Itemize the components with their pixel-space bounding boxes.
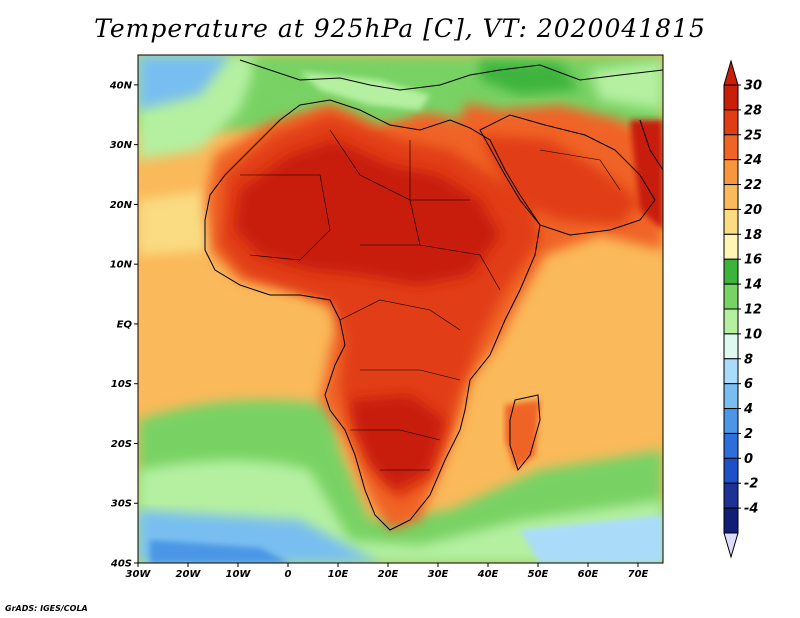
colorbar-label: 4 bbox=[743, 402, 753, 417]
lat-tick-label: 20N bbox=[110, 200, 133, 211]
madagascar-coastline bbox=[509, 394, 541, 472]
colorbar-swatch bbox=[723, 84, 739, 111]
colorbar-swatch bbox=[723, 159, 739, 186]
colorbar-swatch bbox=[723, 408, 739, 434]
country-borders bbox=[240, 129, 621, 471]
field-southeast-cold bbox=[520, 515, 663, 563]
border-congo bbox=[339, 299, 461, 331]
field-madagascar bbox=[505, 400, 540, 470]
colorbar-label: -4 bbox=[744, 502, 758, 517]
colorbar-under-triangle bbox=[723, 532, 739, 559]
colorbar-swatch bbox=[723, 432, 739, 459]
colorbar-label: 28 bbox=[744, 103, 762, 118]
lon-tick-label: 30W bbox=[126, 569, 152, 580]
colorbar-label: 14 bbox=[744, 278, 762, 293]
arabia-coastline bbox=[479, 114, 656, 236]
field-arabia-hot bbox=[480, 135, 640, 225]
colorbar-label: 6 bbox=[744, 377, 753, 392]
lon-tick-label: 40E bbox=[477, 569, 499, 580]
colorbar-swatch bbox=[723, 383, 739, 410]
colorbar-swatch bbox=[723, 482, 739, 509]
colorbar-swatch bbox=[723, 258, 739, 285]
colorbar-swatch bbox=[723, 233, 739, 260]
border-libya-egypt bbox=[409, 140, 470, 201]
field-turkey-cool bbox=[480, 60, 580, 95]
plot-frame bbox=[137, 54, 664, 564]
colorbar-swatch bbox=[723, 109, 739, 136]
field-atlantic-cold bbox=[138, 55, 230, 110]
colorbar-swatch bbox=[723, 208, 739, 235]
lat-tick-label: 30N bbox=[110, 140, 133, 151]
border-sahara bbox=[329, 129, 421, 246]
colorbar-label: 10 bbox=[744, 327, 762, 342]
colorbar-over-triangle bbox=[723, 59, 739, 86]
colorbar-label: 0 bbox=[744, 452, 753, 467]
colorbar-swatch bbox=[723, 333, 739, 360]
colorbar-swatch bbox=[723, 283, 739, 310]
colorbar-label: 30 bbox=[744, 79, 762, 94]
colorbar-swatch bbox=[723, 134, 739, 161]
colorbar-swatch bbox=[723, 184, 739, 210]
border-angola bbox=[360, 369, 461, 381]
lon-tick-label: 70E bbox=[628, 569, 649, 580]
lon-tick-label: 0 bbox=[285, 569, 292, 580]
border-central bbox=[360, 244, 501, 291]
border-arabia bbox=[539, 149, 621, 191]
map-title: Temperature at 925hPa [C], VT: 202004181… bbox=[94, 14, 706, 43]
colorbar-label: 8 bbox=[744, 352, 753, 367]
lon-tick-label: 10W bbox=[226, 569, 252, 580]
grads-credit: GrADS: IGES/COLA bbox=[5, 604, 88, 613]
coastlines bbox=[204, 59, 663, 531]
field-india-hot bbox=[630, 120, 663, 230]
colorbar-label: 22 bbox=[744, 178, 762, 193]
colorbar-label: 20 bbox=[744, 203, 762, 218]
lon-tick-label: 50E bbox=[528, 569, 549, 580]
lat-tick-label: 40S bbox=[110, 559, 132, 570]
field-southwest-coldest bbox=[150, 540, 290, 563]
lon-tick-label: 60E bbox=[578, 569, 599, 580]
field-sahel-hottest bbox=[235, 140, 500, 285]
colorbar-label: 18 bbox=[744, 228, 762, 243]
lat-tick-label: 10S bbox=[111, 379, 132, 390]
colorbar-label: 12 bbox=[744, 303, 762, 318]
lat-tick-label: 20S bbox=[111, 439, 132, 450]
colorbar-label: 24 bbox=[744, 153, 762, 168]
colorbar-swatch bbox=[723, 358, 739, 385]
india-coastline bbox=[639, 119, 663, 171]
latitude-axis: 40N 30N 20N 10N EQ 10S 20S 30S 40S bbox=[109, 80, 138, 570]
colorbar-label: 25 bbox=[744, 128, 762, 143]
lon-tick-label: 30E bbox=[428, 569, 449, 580]
temperature-field bbox=[138, 55, 663, 563]
lat-tick-label: EQ bbox=[117, 319, 133, 330]
field-south-africa-hottest bbox=[350, 395, 445, 490]
colorbar-label: 2 bbox=[744, 427, 753, 442]
lat-tick-label: 10N bbox=[110, 260, 133, 271]
lat-tick-label: 30S bbox=[111, 499, 132, 510]
colorbar-label: 16 bbox=[744, 253, 762, 268]
colorbar-label: -2 bbox=[744, 477, 758, 492]
field-mediterranean-cooler bbox=[300, 72, 430, 110]
border-west-africa bbox=[240, 174, 331, 261]
africa-coastline bbox=[204, 99, 541, 531]
europe-coastline bbox=[239, 59, 663, 91]
border-namibia bbox=[350, 429, 441, 441]
lat-tick-label: 40N bbox=[109, 80, 133, 91]
colorbar-swatch bbox=[723, 457, 739, 484]
lon-tick-label: 20W bbox=[176, 569, 202, 580]
longitude-axis: 30W 20W 10W 0 10E 20E 30E 40E 50E 60E 70E bbox=[126, 563, 649, 580]
lon-tick-label: 20E bbox=[378, 569, 399, 580]
colorbar-swatch bbox=[723, 507, 739, 534]
colorbar-swatch bbox=[723, 308, 739, 335]
lon-tick-label: 10E bbox=[328, 569, 349, 580]
field-canary bbox=[138, 190, 215, 255]
